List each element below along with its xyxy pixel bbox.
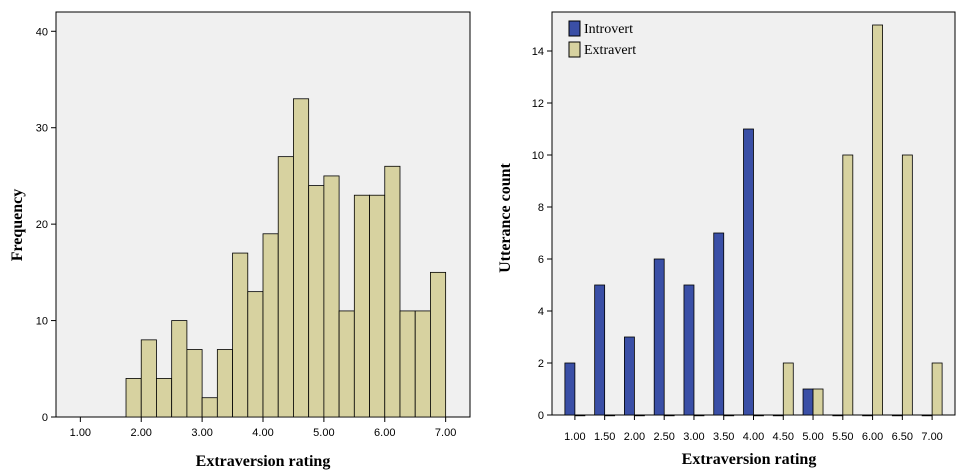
y-tick-label: 10 bbox=[532, 150, 544, 162]
y-tick-label: 40 bbox=[36, 26, 48, 38]
bar-extravert bbox=[693, 414, 705, 417]
histogram-bar bbox=[430, 271, 447, 418]
y-tick-label: 8 bbox=[538, 202, 544, 214]
y-tick-label: 12 bbox=[532, 98, 544, 110]
legend-label-extravert: Extravert bbox=[584, 43, 636, 58]
x-tick-label: 2.00 bbox=[131, 427, 152, 439]
bar-introvert bbox=[891, 414, 903, 417]
legend-swatch-introvert bbox=[568, 20, 581, 37]
bar-introvert bbox=[772, 414, 784, 417]
histogram-bar bbox=[308, 185, 325, 418]
bar-introvert bbox=[594, 284, 606, 416]
histogram-x-axis-label: Extraversion rating bbox=[196, 453, 331, 470]
grouped-bar-y-axis-label: Utterance count bbox=[497, 162, 514, 272]
histogram-y-axis-label: Frequency bbox=[9, 189, 26, 262]
y-tick-label: 20 bbox=[36, 219, 48, 231]
histogram-bar bbox=[201, 397, 218, 418]
x-tick-label: 4.50 bbox=[773, 431, 794, 443]
histogram-bars bbox=[125, 98, 447, 418]
x-tick-label: 6.50 bbox=[892, 431, 913, 443]
grouped-bar-x-ticks: 1.00 1.50 2.00 2.50 3.00 3.50 4.00 4.50 5.00 5.50… bbox=[564, 415, 943, 443]
histogram-bar bbox=[232, 252, 249, 418]
x-tick-label: 5.00 bbox=[313, 427, 334, 439]
grouped-bars bbox=[564, 24, 943, 417]
bar-introvert bbox=[683, 284, 695, 416]
histogram-bar bbox=[293, 98, 310, 418]
x-tick-label: 5.50 bbox=[832, 431, 853, 443]
legend-swatch-extravert bbox=[568, 41, 581, 58]
x-tick-label: 3.00 bbox=[683, 431, 704, 443]
x-tick-label: 6.00 bbox=[374, 427, 395, 439]
bar-introvert bbox=[713, 232, 725, 416]
x-tick-label: 2.00 bbox=[624, 431, 645, 443]
grouped-bar-x-axis-label: Extraversion rating bbox=[682, 451, 817, 468]
bar-introvert bbox=[832, 414, 844, 417]
bar-introvert bbox=[862, 414, 873, 417]
histogram-bar bbox=[414, 310, 431, 418]
bar-extravert bbox=[723, 414, 735, 417]
bar-introvert bbox=[802, 388, 814, 416]
bar-extravert bbox=[663, 414, 675, 417]
histogram-bar bbox=[140, 339, 157, 418]
x-tick-label: 1.50 bbox=[594, 431, 615, 443]
bar-extravert bbox=[634, 414, 645, 417]
histogram-bar bbox=[186, 349, 203, 418]
histogram-bar bbox=[156, 378, 173, 418]
histogram-bar bbox=[277, 156, 294, 418]
y-tick-label: 2 bbox=[538, 358, 544, 370]
histogram-bar bbox=[323, 175, 340, 418]
x-tick-label: 4.00 bbox=[743, 431, 764, 443]
histogram-bar bbox=[262, 233, 279, 418]
legend: Introvert Extravert bbox=[568, 20, 636, 58]
y-tick-label: 0 bbox=[42, 412, 48, 424]
histogram-x-ticks: 1.00 2.00 3.00 4.00 5.00 6.00 7.00 bbox=[70, 417, 456, 439]
bar-introvert bbox=[921, 414, 933, 417]
x-tick-label: 3.50 bbox=[713, 431, 734, 443]
legend-label-introvert: Introvert bbox=[584, 22, 633, 37]
histogram-bar bbox=[216, 349, 233, 418]
x-tick-label: 5.00 bbox=[802, 431, 823, 443]
bar-introvert bbox=[624, 336, 635, 416]
grouped-bar-y-ticks: 0 2 4 6 8 10 12 14 bbox=[532, 46, 552, 422]
bar-introvert bbox=[653, 258, 665, 416]
histogram-bar bbox=[353, 194, 370, 418]
bar-extravert bbox=[753, 414, 764, 417]
bar-extravert bbox=[931, 362, 943, 416]
bar-extravert bbox=[872, 24, 883, 416]
x-tick-label: 1.00 bbox=[564, 431, 585, 443]
histogram-bar bbox=[384, 165, 401, 418]
histogram-bar bbox=[369, 194, 386, 418]
x-tick-label: 2.50 bbox=[653, 431, 674, 443]
bar-introvert bbox=[743, 128, 754, 416]
bar-extravert bbox=[901, 154, 913, 416]
bar-extravert bbox=[604, 414, 616, 417]
x-tick-label: 7.00 bbox=[435, 427, 456, 439]
bar-extravert bbox=[782, 362, 794, 416]
bar-introvert bbox=[564, 362, 576, 416]
x-tick-label: 6.00 bbox=[862, 431, 883, 443]
y-tick-label: 0 bbox=[538, 410, 544, 422]
y-tick-label: 14 bbox=[532, 46, 544, 58]
y-tick-label: 10 bbox=[36, 316, 48, 328]
bar-extravert bbox=[812, 388, 824, 416]
x-tick-label: 4.00 bbox=[252, 427, 273, 439]
histogram-bar bbox=[399, 310, 416, 418]
histogram-bar bbox=[247, 291, 264, 418]
bar-extravert bbox=[574, 414, 586, 417]
histogram-bar bbox=[125, 378, 142, 418]
histogram-y-ticks: 0 10 20 30 40 bbox=[36, 26, 56, 424]
x-tick-label: 1.00 bbox=[70, 427, 91, 439]
x-tick-label: 7.00 bbox=[921, 431, 942, 443]
histogram-chart: 0 10 20 30 40 1.00 2.00 3.00 4.00 5.00 6.00 7.00 F… bbox=[9, 11, 471, 470]
histogram-bar bbox=[338, 310, 355, 418]
y-tick-label: 4 bbox=[538, 306, 544, 318]
x-tick-label: 3.00 bbox=[191, 427, 212, 439]
grouped-bar-chart: 0 2 4 6 8 10 12 14 1.00 1.50 2.00 2.50 3.00 3.50 4.00… bbox=[497, 11, 956, 468]
y-tick-label: 30 bbox=[36, 123, 48, 135]
y-tick-label: 6 bbox=[538, 254, 544, 266]
bar-extravert bbox=[842, 154, 854, 416]
histogram-bar bbox=[171, 320, 188, 418]
